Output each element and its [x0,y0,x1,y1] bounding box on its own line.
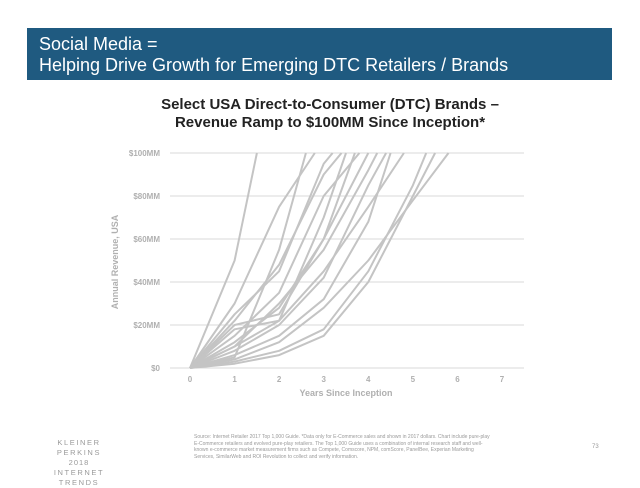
y-tick-label: $100MM [129,149,160,158]
series-line-4 [189,152,307,369]
series-line-6 [189,152,387,369]
logo-line1: KLEINER PERKINS [56,438,102,457]
x-tick-label: 3 [321,375,326,384]
title-banner: Social Media = Helping Drive Growth for … [27,28,612,80]
series-line-5 [189,152,370,369]
x-tick-label: 0 [188,375,193,384]
series-line-9 [189,152,436,369]
x-tick-label: 6 [455,375,460,384]
chart-title-line2: Revenue Ramp to $100MM Since Inception* [174,114,486,131]
banner-title-line2: Helping Drive Growth for Emerging DTC Re… [39,55,509,75]
source-footnote: Source: Internet Retailer 2017 Top 1,000… [194,434,490,460]
series-line-15 [189,152,379,369]
y-tick-label: $60MM [133,235,160,244]
x-tick-label: 4 [366,375,371,384]
chart-title: Select USA Direct-to-Consumer (DTC) Bran… [100,96,560,132]
series-line-8 [189,152,428,369]
page-number: 73 [592,444,599,450]
y-tick-label: $80MM [133,192,160,201]
banner-title-line1: Social Media = [39,34,158,54]
chart-title-line1: Select USA Direct-to-Consumer (DTC) Bran… [161,96,499,113]
x-tick-label: 1 [232,375,237,384]
y-tick-label: $20MM [133,321,160,330]
x-axis-tick-labels: 0 1 2 3 4 5 6 7 [188,375,505,384]
series-line-10 [189,152,347,369]
logo-line2: 2018 [68,458,90,467]
series-line-12 [189,152,343,369]
series-line-11 [189,152,392,369]
y-tick-label: $0 [151,364,160,373]
series-line-13 [189,152,450,369]
series-line-16 [189,152,334,369]
series-line-14 [189,152,356,369]
x-tick-label: 5 [411,375,416,384]
kleiner-perkins-logo: KLEINER PERKINS 2018 INTERNET TRENDS [34,438,124,488]
y-axis-tick-labels: $0 $20MM $40MM $60MM $80MM $100MM [129,149,161,373]
y-axis-title: Annual Revenue, USA [110,214,120,309]
x-axis-title: Years Since Inception [299,388,392,398]
y-tick-label: $40MM [133,278,160,287]
logo-line3: INTERNET TRENDS [53,468,105,487]
series-lines [189,152,450,369]
series-line-2 [189,152,316,369]
x-tick-label: 2 [277,375,282,384]
x-tick-label: 7 [500,375,505,384]
series-line-1 [189,152,258,369]
